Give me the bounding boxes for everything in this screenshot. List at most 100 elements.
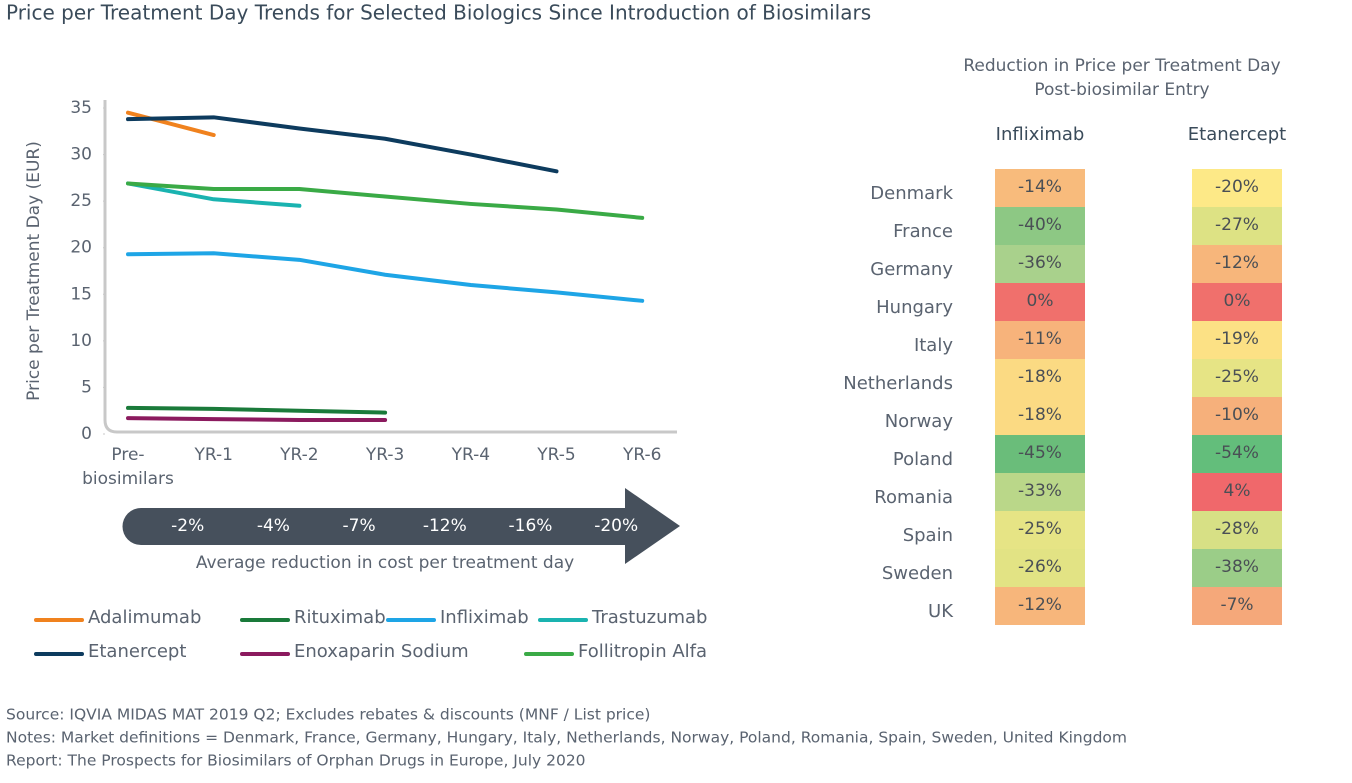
heat-cell	[995, 359, 1085, 397]
heat-cell	[1192, 321, 1282, 359]
heat-cell	[1192, 473, 1282, 511]
series-line	[126, 115, 559, 174]
x-tick-label: YR-1	[194, 445, 233, 465]
row-label: Sweden	[882, 563, 953, 584]
heat-cell	[1192, 245, 1282, 283]
cell-label: -11%	[1018, 329, 1062, 349]
cell-label: -10%	[1215, 405, 1259, 425]
reduction-label: -20%	[594, 516, 638, 536]
heat-cell	[1192, 359, 1282, 397]
cell-label: -26%	[1018, 557, 1062, 577]
x-tick-label: YR-3	[365, 445, 405, 465]
series-line	[126, 181, 645, 220]
reduction-label: -16%	[509, 516, 553, 536]
note: Source: IQVIA MIDAS MAT 2019 Q2; Exclude…	[6, 706, 650, 724]
cell-label: -28%	[1215, 519, 1259, 539]
cell-label: -54%	[1215, 443, 1259, 463]
row-label: Romania	[874, 487, 953, 508]
heat-cell	[995, 283, 1085, 321]
legend-label: Enoxaparin Sodium	[294, 641, 469, 662]
heat-cell	[1192, 283, 1282, 321]
heat-cell	[995, 473, 1085, 511]
legend-label: Infliximab	[440, 607, 529, 628]
heat-cell	[995, 511, 1085, 549]
note: Report: The Prospects for Biosimilars of…	[6, 752, 586, 770]
cell-label: -20%	[1215, 177, 1259, 197]
heat-cell	[995, 549, 1085, 587]
x-tick-label: YR-4	[451, 445, 491, 465]
heatmap-title: Reduction in Price per Treatment Day Pos…	[963, 56, 1281, 100]
row-label: Poland	[893, 449, 953, 470]
cell-label: -33%	[1018, 481, 1062, 501]
series-line	[126, 251, 645, 303]
heat-cell	[995, 321, 1085, 359]
column-header: Infliximab	[996, 124, 1085, 145]
cell-label: -18%	[1018, 367, 1062, 387]
heat-cell	[1192, 587, 1282, 625]
x-tick-label: YR-2	[280, 445, 319, 465]
cell-label: -12%	[1018, 595, 1062, 615]
y-tick-label: 0	[81, 424, 92, 444]
reduction-label: -4%	[257, 516, 290, 536]
cell-label: -36%	[1018, 253, 1062, 273]
y-tick-label: 10	[70, 331, 92, 351]
axis-line	[103, 100, 677, 434]
cell-label: -14%	[1018, 177, 1062, 197]
column-header: Etanercept	[1188, 124, 1286, 145]
x-tick-label: YR-5	[537, 445, 576, 465]
reduction-label: -12%	[423, 516, 467, 536]
heat-cell	[995, 397, 1085, 435]
row-label: France	[893, 221, 953, 242]
legend-label: Rituximab	[294, 607, 386, 628]
heat-cell	[995, 169, 1085, 207]
x-tick-label: YR-6	[622, 445, 662, 465]
y-tick-label: 35	[70, 98, 92, 118]
row-label: Hungary	[876, 297, 953, 318]
cell-label: 4%	[1224, 481, 1251, 501]
series-line	[126, 416, 388, 423]
cell-label: -45%	[1018, 443, 1062, 463]
legend-label: Etanercept	[88, 641, 186, 662]
heat-cell	[995, 207, 1085, 245]
cell-label: 0%	[1027, 291, 1054, 311]
reduction-label: -7%	[343, 516, 376, 536]
cell-label: 0%	[1224, 291, 1251, 311]
series-line	[126, 405, 388, 415]
y-axis-label: Price per Treatment Day (EUR)	[24, 141, 44, 401]
cell-label: -18%	[1018, 405, 1062, 425]
row-label: Spain	[903, 525, 953, 546]
x-tick-label: Pre-biosimilars	[82, 445, 174, 489]
cell-label: -38%	[1215, 557, 1259, 577]
reduction-label: -2%	[171, 516, 204, 536]
legend-label: Follitropin Alfa	[578, 641, 707, 662]
y-tick-label: 30	[70, 145, 92, 165]
legend-label: Adalimumab	[88, 607, 201, 628]
reduction-arrow	[122, 488, 680, 564]
cell-label: -25%	[1215, 367, 1259, 387]
cell-label: -7%	[1220, 595, 1253, 615]
heat-cell	[1192, 207, 1282, 245]
heat-cell	[995, 245, 1085, 283]
heat-cell	[995, 587, 1085, 625]
page-title: Price per Treatment Day Trends for Selec…	[6, 1, 871, 25]
y-tick-label: 15	[70, 284, 92, 304]
cell-label: -40%	[1018, 215, 1062, 235]
cell-label: -12%	[1215, 253, 1259, 273]
row-label: Italy	[914, 335, 953, 356]
row-label: Germany	[870, 259, 953, 280]
heat-cell	[995, 435, 1085, 473]
heat-cell	[1192, 397, 1282, 435]
row-label: Norway	[885, 411, 954, 432]
row-label: UK	[928, 601, 954, 622]
heat-cell	[1192, 511, 1282, 549]
series-line	[126, 110, 216, 138]
cell-label: -25%	[1018, 519, 1062, 539]
y-tick-label: 25	[70, 191, 92, 211]
row-label: Denmark	[870, 183, 953, 204]
y-tick-label: 5	[81, 377, 92, 397]
arrow-caption: Average reduction in cost per treatment …	[196, 553, 574, 573]
note: Notes: Market definitions = Denmark, Fra…	[6, 729, 1127, 747]
y-tick-label: 20	[70, 238, 92, 258]
